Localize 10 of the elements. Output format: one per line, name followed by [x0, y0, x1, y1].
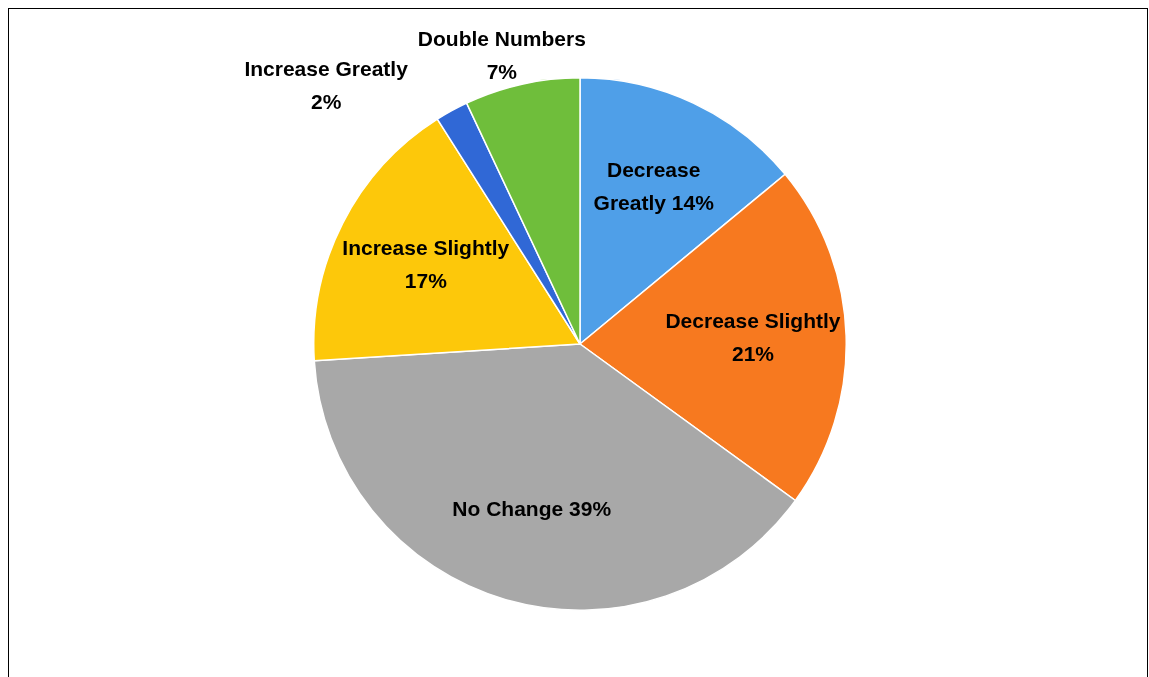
slice-label: Double Numbers: [417, 27, 586, 51]
slice-label: Increase Greatly: [244, 56, 409, 80]
data-label: 21%: [731, 341, 775, 365]
data-label: 17%: [404, 268, 448, 292]
slice-label: No Change 39%: [452, 496, 612, 520]
slice-label: Increase Slightly: [342, 235, 510, 259]
data-label: 7%: [486, 60, 518, 84]
slice-label: Decrease Slightly: [665, 308, 841, 332]
data-label: 2%: [310, 89, 342, 113]
slice-label: Decrease Greatly 14%: [593, 157, 715, 214]
